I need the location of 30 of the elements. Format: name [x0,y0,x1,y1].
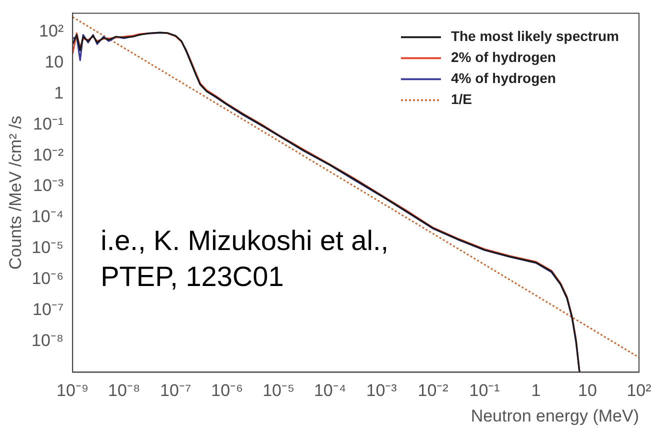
x-tick-label: 10⁻¹ [469,381,500,400]
y-tick-label: 10⁻² [33,145,64,164]
y-tick-label: 10⁻⁵ [32,238,64,258]
y-tick-label: 10⁻¹ [33,114,64,134]
y-axis-title: Counts /MeV /cm² /s [6,116,25,270]
legend-label: The most likely spectrum [450,28,620,44]
x-tick-label: 10⁻⁸ [108,381,140,400]
legend-label: 2% of hydrogen [450,49,556,66]
x-tick-label: 1 [531,381,541,400]
y-tick-label: 1 [54,83,64,102]
x-tick-label: 10⁻² [418,381,449,400]
x-tick-label: 10⁻⁷ [160,381,192,400]
x-tick-label: 10 [578,381,597,400]
legend-label: 4% of hydrogen [450,70,556,86]
x-tick-label: 10⁻⁵ [262,381,295,400]
x-tick-label: 10⁻⁴ [314,381,346,400]
y-tick-label: 10 [44,52,64,72]
annotation: i.e., K. Mizukoshi et al., PTEP, 123C01 [100,225,389,292]
x-tick-label: 10⁻⁶ [211,381,244,400]
y-tick-label: 10⁻⁴ [31,207,64,226]
y-tick-label: 10⁻⁶ [32,269,64,288]
x-tick-label: 10⁻³ [366,381,398,400]
y-tick-label: 10⁻⁷ [32,300,64,319]
x-axis-title: Neutron energy (MeV) [470,406,639,426]
y-tick-label: 10⁻³ [33,176,64,196]
x-tick-label: 10⁻⁹ [56,381,89,400]
y-tick-label: 10⁻⁸ [32,330,64,350]
x-tick-label: 10² [626,381,652,400]
y-tick-label: 10² [39,22,64,41]
legend-label: 1/E [450,91,472,108]
